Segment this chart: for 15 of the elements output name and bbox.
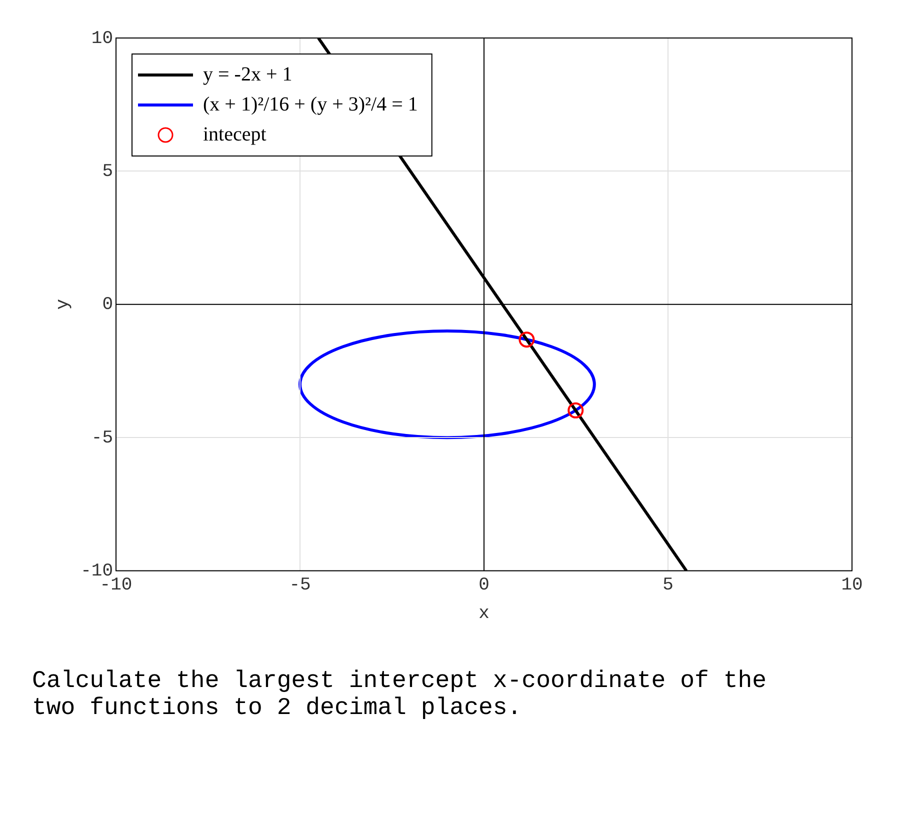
legend-label: (x + 1)²/16 + (y + 3)²/4 = 1: [203, 93, 418, 116]
x-tick-label: 0: [478, 575, 490, 596]
y-tick-label: -5: [91, 428, 114, 448]
legend-label: y = -2x + 1: [203, 63, 292, 86]
text: Calculate the largest intercept x-coordinate of the two functions to 2 decimal places.: [32, 668, 768, 722]
x-axis-title: x: [478, 604, 490, 624]
legend-label: intecept: [203, 123, 267, 146]
x-tick-label: -5: [289, 575, 311, 596]
y-tick-label: -10: [80, 562, 114, 582]
x-tick-label: 5: [662, 575, 674, 596]
y-tick-label: 10: [91, 28, 114, 49]
y-tick-label: 5: [102, 162, 114, 182]
y-axis-title: y: [54, 298, 74, 310]
y-tick-label: 0: [102, 295, 114, 316]
x-tick-label: 10: [841, 575, 863, 596]
